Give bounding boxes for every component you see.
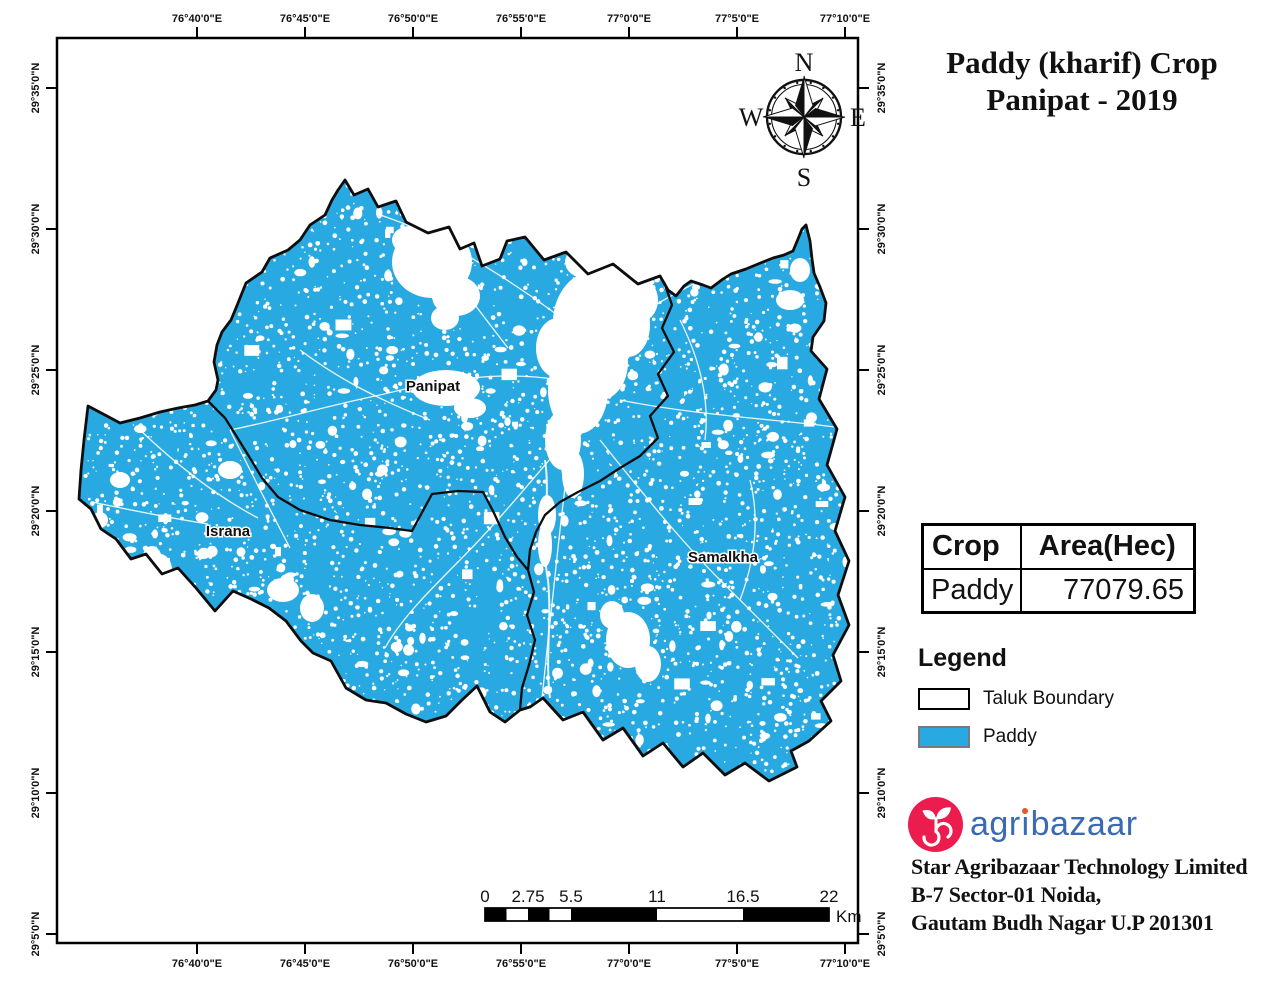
- taluk-boundary-israna-samalkha: [518, 569, 537, 711]
- scalebar-tick-label: 16.5: [726, 887, 759, 906]
- lon-tick-label: 77°0'0"E: [607, 958, 651, 970]
- taluk-boundary-panipat-samalkha: [526, 281, 676, 571]
- scalebar-tick-label: 0: [480, 887, 489, 906]
- paddy-swatch: [918, 726, 970, 748]
- legend-title: Legend: [918, 644, 1007, 672]
- lon-tick-label: 76°55'0"E: [496, 13, 546, 25]
- lat-tick-label: 29°15'0"N: [876, 627, 888, 678]
- lon-tick-label: 76°45'0"E: [280, 13, 330, 25]
- lat-tick-label: 29°30'0"N: [876, 204, 888, 255]
- lon-tick-label: 76°45'0"E: [280, 958, 330, 970]
- crop-area-cell: 77079.65: [1019, 567, 1196, 614]
- lon-tick-label: 77°10'0"E: [820, 13, 870, 25]
- legend-panel: Legend Taluk Boundary Paddy: [918, 644, 1114, 764]
- logo-i-dot: ı: [1020, 805, 1031, 843]
- table-row: Paddy 77079.65: [921, 567, 1196, 614]
- lon-tick-label: 77°0'0"E: [607, 13, 651, 25]
- address-line1: Star Agribazaar Technology Limited: [911, 854, 1248, 879]
- lat-tick-label: 29°10'0"N: [876, 768, 888, 819]
- taluk-label-samalkha: Samalkha: [688, 549, 759, 566]
- compass-e-label: E: [850, 103, 866, 132]
- lat-tick-label: 29°35'0"N: [876, 63, 888, 114]
- legend-label-paddy: Paddy: [983, 726, 1037, 747]
- lat-tick-label: 29°30'0"N: [30, 204, 42, 255]
- compass-w-label: W: [739, 103, 764, 132]
- address-line2: B-7 Sector-01 Noida,: [911, 882, 1102, 907]
- map-title-line2: Panipat - 2019: [986, 82, 1178, 117]
- legend-item-taluk-boundary: Taluk Boundary: [918, 688, 1114, 710]
- scalebar-unit: Km: [836, 907, 862, 926]
- crop-column-header: Crop: [921, 523, 1022, 570]
- lon-tick-label: 76°40'0"E: [172, 958, 222, 970]
- lat-tick-label: 29°20'0"N: [30, 486, 42, 537]
- lat-tick-label: 29°20'0"N: [876, 486, 888, 537]
- lon-tick-label: 77°5'0"E: [715, 958, 759, 970]
- lat-tick-label: 29°10'0"N: [30, 768, 42, 819]
- taluk-boundary-swatch: [918, 688, 970, 710]
- road-lines: [91, 214, 843, 715]
- taluk-label-israna: Israna: [206, 523, 251, 540]
- lon-tick-label: 76°50'0"E: [388, 958, 438, 970]
- address-line3: Gautam Budh Nagar U.P 201301: [911, 910, 1214, 935]
- lon-tick-label: 76°50'0"E: [388, 13, 438, 25]
- taluk-label-panipat: Panipat: [406, 378, 460, 395]
- lat-tick-label: 29°5'0"N: [30, 912, 42, 957]
- taluk-boundary-israna-panipat: [207, 400, 529, 571]
- area-column-header: Area(Hec): [1019, 523, 1196, 570]
- company-address: Star Agribazaar Technology Limited B-7 S…: [911, 853, 1248, 937]
- legend-label-taluk-boundary: Taluk Boundary: [983, 688, 1114, 709]
- table-header-row: Crop Area(Hec): [921, 523, 1196, 570]
- lon-tick-label: 77°5'0"E: [715, 13, 759, 25]
- scalebar-tick-label: 11: [648, 887, 666, 906]
- district-boundary: [77, 178, 851, 783]
- lon-tick-label: 76°55'0"E: [496, 958, 546, 970]
- agribazaar-logo: agrıbazaar: [908, 797, 1138, 852]
- lon-tick-label: 77°10'0"E: [820, 958, 870, 970]
- compass-rose-icon: N E S W: [739, 48, 866, 192]
- compass-n-label: N: [795, 48, 814, 77]
- scalebar-tick-label: 5.5: [559, 887, 583, 906]
- scalebar-tick-label: 2.75: [511, 887, 544, 906]
- lat-tick-label: 29°25'0"N: [876, 345, 888, 396]
- agribazaar-leaf-icon: [908, 797, 963, 852]
- lon-tick-label: 76°40'0"E: [172, 13, 222, 25]
- scalebar-tick-label: 22: [820, 887, 839, 906]
- compass-s-label: S: [797, 163, 811, 192]
- lat-tick-label: 29°5'0"N: [876, 912, 888, 957]
- crop-area-table: Crop Area(Hec) Paddy 77079.65: [921, 523, 1196, 614]
- map-title: Paddy (kharif) Crop Panipat - 2019: [886, 44, 1278, 118]
- map-title-line1: Paddy (kharif) Crop: [946, 45, 1218, 80]
- graticule-ticks: 76°40'0"E 76°40'0"E 76°45'0"E 76°45'0"E 76°5…: [30, 13, 888, 970]
- legend-item-paddy: Paddy: [918, 726, 1114, 748]
- crop-name-cell: Paddy: [921, 567, 1022, 614]
- lat-tick-label: 29°35'0"N: [30, 63, 42, 114]
- agribazaar-wordmark: agrıbazaar: [970, 805, 1138, 843]
- lat-tick-label: 29°25'0"N: [30, 345, 42, 396]
- lat-tick-label: 29°15'0"N: [30, 627, 42, 678]
